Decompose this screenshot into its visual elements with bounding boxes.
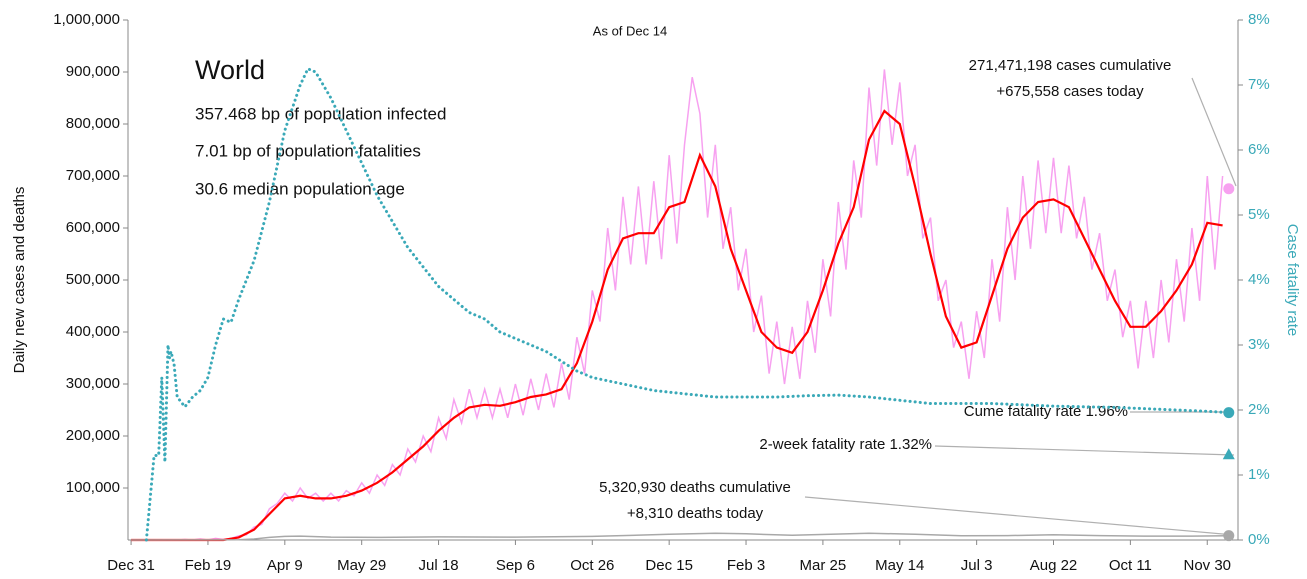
annotation: +675,558 cases today: [996, 83, 1144, 100]
marker: [1223, 407, 1235, 419]
leader-line: [804, 496, 1235, 536]
y-tick-label: 900,000: [66, 63, 120, 80]
y2-tick-label: 0%: [1248, 531, 1270, 548]
y-axis-label: Daily new cases and deaths: [11, 187, 28, 374]
x-tick-label: Dec 15: [645, 557, 693, 574]
y2-tick-label: 4%: [1248, 271, 1270, 288]
marker: [1223, 530, 1235, 542]
x-tick-label: Aug 22: [1030, 557, 1078, 574]
x-tick-label: Dec 31: [107, 557, 155, 574]
x-tick-label: Jul 3: [961, 557, 993, 574]
series-line: [131, 69, 1224, 541]
y2-tick-label: 7%: [1248, 76, 1270, 93]
y2-tick-label: 3%: [1248, 336, 1270, 353]
x-tick-label: Mar 25: [800, 557, 847, 574]
leader-line: [1191, 77, 1237, 187]
x-tick-label: Apr 9: [267, 557, 303, 574]
chart-title: World: [195, 55, 265, 85]
y-tick-label: 200,000: [66, 427, 120, 444]
y2-tick-label: 1%: [1248, 466, 1270, 483]
y-tick-label: 500,000: [66, 271, 120, 288]
marker: [1223, 183, 1235, 195]
series-line: [131, 109, 1223, 542]
y-tick-label: 800,000: [66, 115, 120, 132]
y2-axis-label: Case fatality rate: [1284, 224, 1301, 337]
annotation: Cume fatality rate 1.96%: [964, 403, 1128, 420]
leader-line: [934, 445, 1235, 456]
x-tick-label: Feb 3: [727, 557, 765, 574]
y2-tick-label: 6%: [1248, 141, 1270, 158]
x-tick-label: Oct 26: [570, 557, 614, 574]
annotation: 2-week fatality rate 1.32%: [759, 436, 932, 453]
y-tick-label: 400,000: [66, 323, 120, 340]
marker: [1222, 448, 1235, 460]
subtitle: As of Dec 14: [593, 23, 667, 38]
annotation: 271,471,198 cases cumulative: [969, 57, 1172, 74]
x-tick-label: May 29: [337, 557, 386, 574]
annotation: 5,320,930 deaths cumulative: [599, 479, 791, 496]
stat: 30.6 median population age: [195, 179, 405, 198]
y-tick-label: 300,000: [66, 375, 120, 392]
y2-tick-label: 5%: [1248, 206, 1270, 223]
x-tick-label: Jul 18: [419, 557, 459, 574]
annotation: +8,310 deaths today: [627, 505, 764, 522]
x-tick-label: Feb 19: [185, 557, 232, 574]
y2-tick-label: 2%: [1248, 401, 1270, 418]
y-tick-label: 700,000: [66, 167, 120, 184]
series-line: [131, 532, 1229, 541]
x-tick-label: May 14: [875, 557, 924, 574]
x-tick-label: Oct 11: [1109, 557, 1152, 574]
x-tick-label: Sep 6: [496, 557, 535, 574]
y-tick-label: 100,000: [66, 479, 120, 496]
y2-tick-label: 8%: [1248, 11, 1270, 28]
series-line: [144, 66, 1231, 542]
x-tick-label: Nov 30: [1183, 557, 1231, 574]
stat: 7.01 bp of population fatalities: [195, 141, 421, 160]
y-tick-label: 1,000,000: [53, 11, 120, 28]
y-tick-label: 600,000: [66, 219, 120, 236]
stat: 357.468 bp of population infected: [195, 104, 446, 123]
